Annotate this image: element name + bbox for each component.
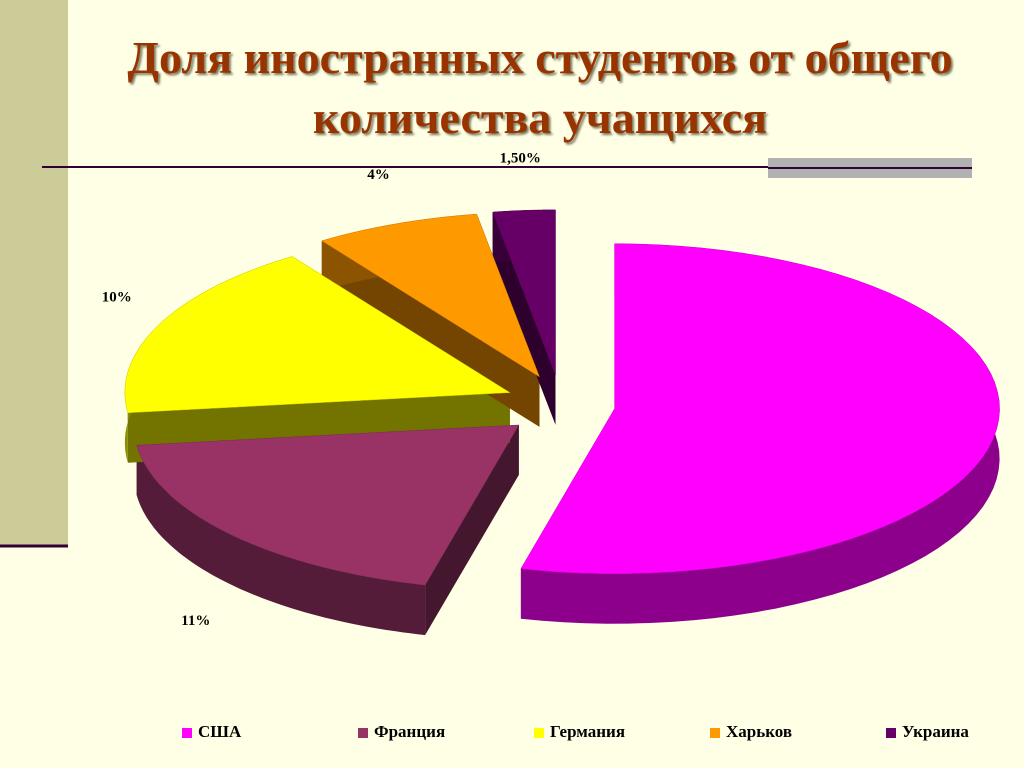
slice-side bbox=[492, 212, 556, 425]
slice-side bbox=[425, 425, 519, 636]
legend-swatch bbox=[710, 728, 720, 738]
legend-swatch bbox=[886, 728, 896, 738]
data-label: 4% bbox=[367, 167, 390, 183]
pie-slice bbox=[321, 213, 541, 378]
legend-label: США bbox=[198, 722, 242, 741]
pie-slice bbox=[492, 209, 556, 375]
slice-side bbox=[136, 445, 426, 636]
legend-label: Германия bbox=[550, 722, 625, 741]
side-strip bbox=[0, 0, 68, 545]
data-label: 11% bbox=[181, 613, 210, 629]
legend-swatch bbox=[358, 728, 368, 738]
data-label: 10% bbox=[102, 289, 132, 305]
pie-slice bbox=[520, 243, 1000, 574]
legend-swatch bbox=[534, 728, 544, 738]
legend-label: Франция bbox=[374, 722, 445, 741]
chart-title: Доля иностранных студентов от общего кол… bbox=[127, 32, 953, 143]
legend-label: Харьков bbox=[726, 722, 792, 741]
legend-swatch bbox=[182, 728, 192, 738]
data-label: 1,50% bbox=[500, 151, 541, 167]
legend-label: Украина bbox=[902, 722, 969, 741]
pie-slice bbox=[124, 256, 511, 414]
pie-slice bbox=[136, 424, 520, 586]
